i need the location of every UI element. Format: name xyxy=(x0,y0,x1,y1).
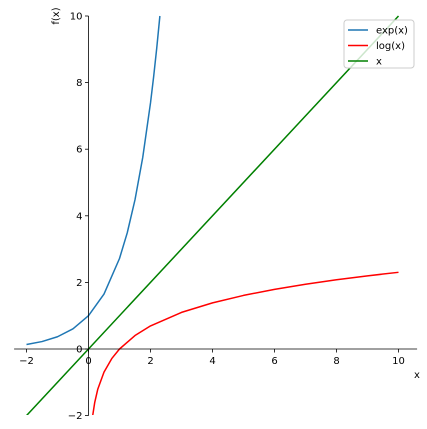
legend: exp(x) log(x) x xyxy=(343,19,415,69)
series-line-1 xyxy=(26,15,161,346)
y-tick-label: −2 xyxy=(68,411,83,422)
y-tick-label: 6 xyxy=(76,145,82,156)
x-tick-label: 10 xyxy=(392,356,405,367)
legend-label: log(x) xyxy=(376,41,405,52)
y-tick-label: 4 xyxy=(76,211,82,222)
y-tick-label: 8 xyxy=(76,78,82,89)
x-tick-label: 2 xyxy=(147,356,153,367)
y-tick-label: 10 xyxy=(70,12,83,23)
y-axis-label: f(x) xyxy=(51,7,62,24)
x-axis-label: x xyxy=(414,370,420,381)
x-tick-label: −2 xyxy=(19,356,34,367)
x-tick-label: 8 xyxy=(333,356,339,367)
legend-label: exp(x) xyxy=(376,26,408,37)
series-line-2 xyxy=(92,271,399,415)
legend-label: x xyxy=(376,57,382,68)
x-tick-label: 4 xyxy=(209,356,215,367)
legend-frame xyxy=(343,19,415,69)
y-tick-label: 2 xyxy=(76,278,82,289)
x-tick-label: 0 xyxy=(85,356,91,367)
y-tick-label: 0 xyxy=(76,345,82,356)
x-tick-label: 6 xyxy=(271,356,277,367)
